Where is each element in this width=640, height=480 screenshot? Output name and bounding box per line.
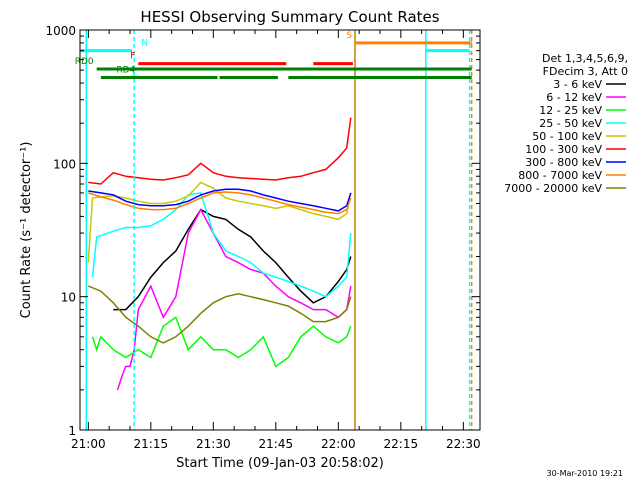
y-tick-label-0: 1 bbox=[68, 424, 76, 438]
legend-header-0: Det 1,3,4,5,6,9, bbox=[542, 52, 628, 65]
y-axis-label: Count Rate (s⁻¹ detector⁻¹) bbox=[19, 142, 34, 319]
series-line-2 bbox=[91, 316, 352, 368]
series-line-6 bbox=[88, 188, 352, 212]
x-tick-label-6: 22:30 bbox=[446, 437, 481, 451]
series-line-0 bbox=[113, 208, 352, 311]
vertical-lines bbox=[85, 30, 473, 430]
series-line-8 bbox=[88, 285, 352, 344]
series-line-5 bbox=[88, 117, 352, 185]
flag-label-1: F bbox=[130, 52, 135, 62]
footer-date: 30-Mar-2010 19:21 bbox=[547, 469, 624, 478]
legend-label-3: 25 - 50 keV bbox=[539, 117, 602, 130]
flag-label-0: N bbox=[141, 39, 148, 49]
x-axis-ticks: 21:00 21:15 21:30 21:45 22:00 22:15 22:30 bbox=[71, 30, 481, 451]
legend-label-0: 3 - 6 keV bbox=[553, 78, 602, 91]
legend-label-2: 12 - 25 keV bbox=[539, 104, 602, 117]
y-tick-label-2: 100 bbox=[53, 157, 76, 171]
legend-header-1: FDecim 3, Att 0 bbox=[543, 65, 628, 78]
series-line-4 bbox=[87, 181, 352, 263]
flag-bars: NF S RD0 RD4 bbox=[75, 31, 472, 80]
x-tick-label-5: 22:15 bbox=[384, 437, 419, 451]
legend-label-1: 6 - 12 keV bbox=[546, 91, 602, 104]
legend-label-8: 7000 - 20000 keV bbox=[504, 182, 602, 195]
y-tick-label-1: 10 bbox=[61, 291, 76, 305]
series-line-3 bbox=[91, 192, 352, 298]
flag-label-4: RD4 bbox=[116, 66, 135, 76]
y-tick-label-3: 1000 bbox=[45, 24, 76, 38]
legend-label-5: 100 - 300 keV bbox=[525, 143, 602, 156]
x-tick-label-0: 21:00 bbox=[71, 437, 106, 451]
x-tick-label-4: 22:00 bbox=[321, 437, 356, 451]
legend-label-7: 800 - 7000 keV bbox=[518, 169, 602, 182]
flag-label-3: RD0 bbox=[75, 57, 94, 67]
legend: Det 1,3,4,5,6,9,FDecim 3, Att 03 - 6 keV… bbox=[504, 52, 628, 195]
series-line-1 bbox=[116, 208, 352, 391]
series-layer bbox=[87, 117, 352, 391]
x-tick-label-3: 21:45 bbox=[259, 437, 294, 451]
x-tick-label-2: 21:30 bbox=[196, 437, 231, 451]
flag-label-2: S bbox=[346, 31, 352, 41]
chart-title: HESSI Observing Summary Count Rates bbox=[140, 8, 439, 26]
x-axis-label: Start Time (09-Jan-03 20:58:02) bbox=[176, 456, 384, 471]
legend-label-6: 300 - 800 keV bbox=[525, 156, 602, 169]
legend-label-4: 50 - 100 keV bbox=[532, 130, 602, 143]
plot-frame bbox=[79, 29, 481, 431]
x-tick-label-1: 21:15 bbox=[134, 437, 169, 451]
y-axis-ticks: 1 10 100 1000 bbox=[45, 24, 480, 438]
series-line-7 bbox=[88, 191, 352, 215]
